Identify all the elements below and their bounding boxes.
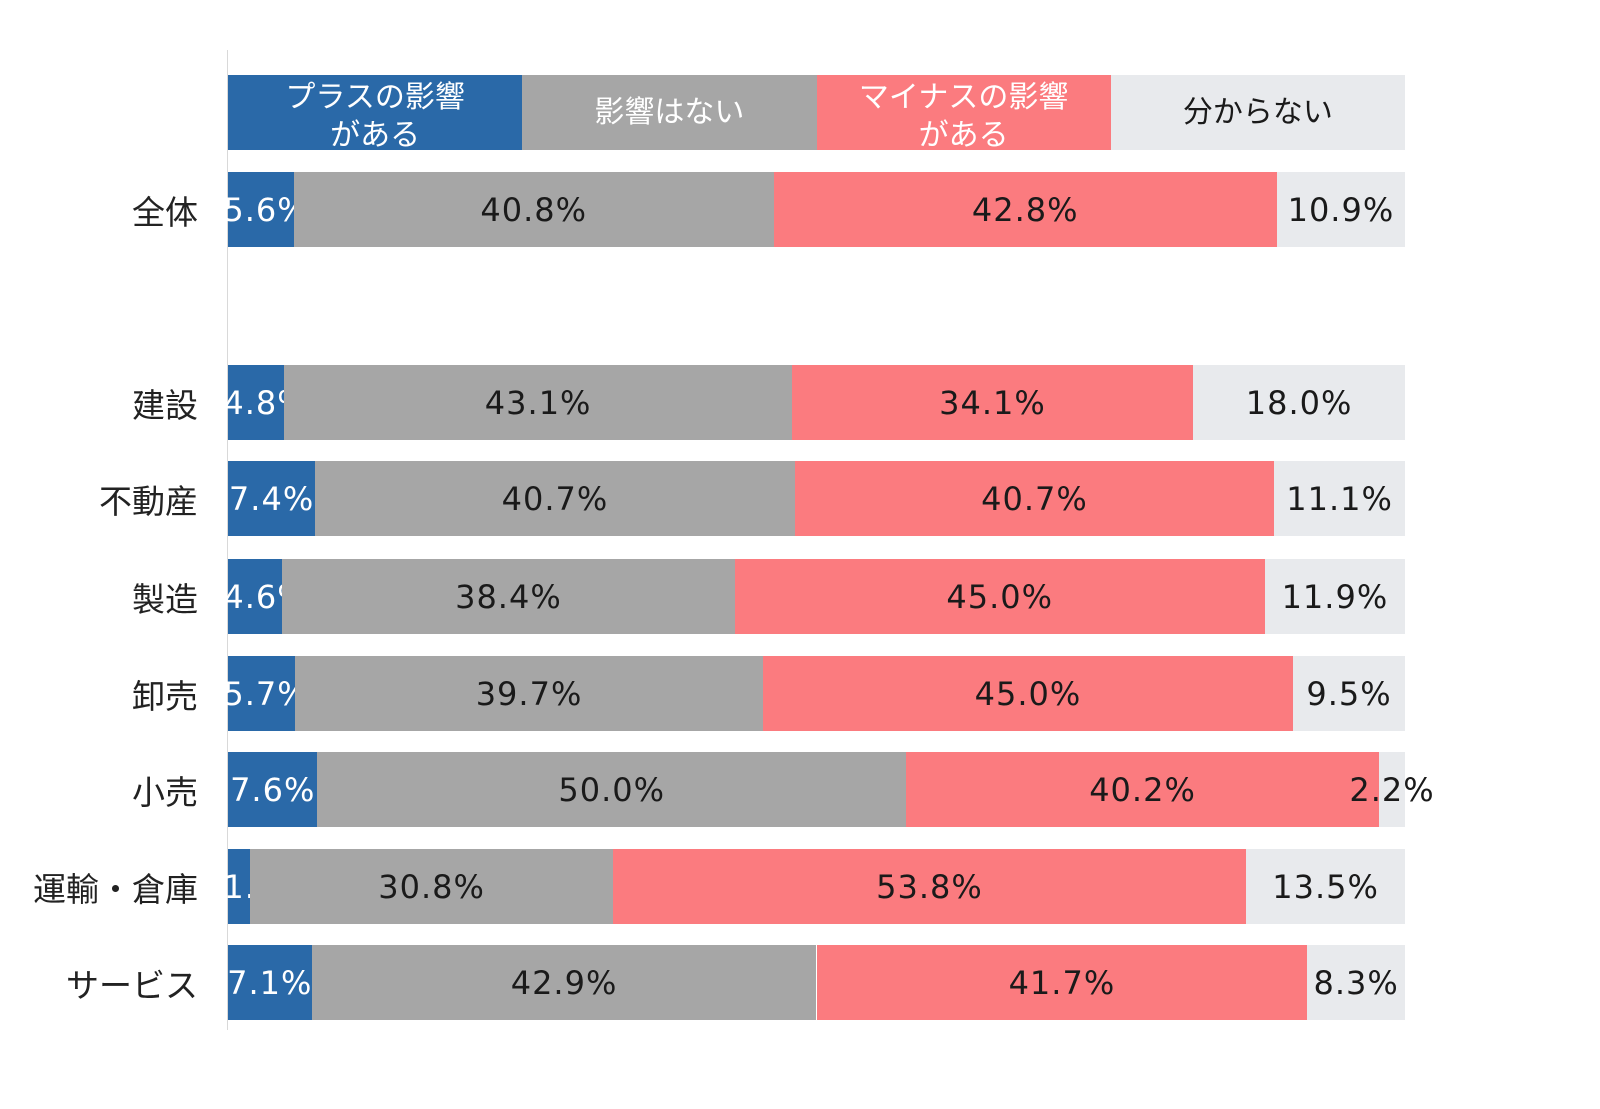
bar-segment	[228, 849, 251, 924]
legend-label-2: マイナスの影響 がある	[859, 79, 1068, 155]
data-label: 5.7%	[223, 674, 309, 713]
data-label: 5.6%	[223, 190, 309, 229]
bar-segment	[791, 365, 1194, 440]
data-label: 45.0%	[974, 674, 1082, 713]
bar-segment	[317, 752, 906, 827]
legend-label-line1: プラスの影響	[285, 79, 465, 115]
bar-segment	[228, 945, 312, 1020]
legend-label-line2: がある	[918, 117, 1009, 153]
bar-segment	[1379, 752, 1405, 827]
bar-segment	[1293, 656, 1405, 731]
bar-segment	[228, 172, 294, 247]
bar-segment	[228, 461, 316, 536]
data-label: 7.6%	[230, 770, 316, 809]
bar-segment	[1193, 365, 1405, 440]
data-label: 40.8%	[480, 190, 588, 229]
data-label: 41.7%	[1008, 963, 1116, 1002]
legend-label-line2: がある	[330, 117, 421, 153]
category-label: 運輸・倉庫	[33, 869, 198, 909]
bar-segment	[773, 172, 1277, 247]
category-label: サービス	[66, 965, 198, 1005]
bar-segment	[228, 656, 296, 731]
bar-segment	[905, 752, 1380, 827]
bar-segment	[816, 945, 1308, 1020]
legend-swatch-3	[1110, 75, 1405, 150]
bar-segment	[228, 365, 285, 440]
data-label: 34.1%	[939, 383, 1046, 422]
data-label: 42.8%	[971, 190, 1079, 229]
bar-segment	[315, 461, 795, 536]
data-label: 9.5%	[1306, 674, 1392, 713]
category-label: 全体	[132, 192, 198, 232]
data-label: 39.7%	[475, 674, 583, 713]
data-label: 11.9%	[1281, 577, 1389, 616]
bar-segment	[1276, 172, 1405, 247]
data-label: 40.7%	[501, 479, 609, 518]
data-label: 11.1%	[1286, 479, 1393, 518]
bar-segment	[794, 461, 1275, 536]
data-label: 18.0%	[1245, 383, 1353, 422]
bar-segment	[284, 365, 792, 440]
legend-swatch-0	[228, 75, 523, 150]
data-label: 53.8%	[876, 867, 983, 906]
bar-segment	[612, 849, 1247, 924]
data-label: 8.3%	[1313, 963, 1399, 1002]
data-label: 7.1%	[227, 963, 313, 1002]
legend-label-0: プラスの影響 がある	[285, 79, 464, 155]
data-label: 30.8%	[378, 867, 485, 906]
category-label: 小売	[132, 772, 198, 812]
data-label: 38.4%	[455, 577, 562, 616]
data-label: 10.9%	[1287, 190, 1395, 229]
category-label: 不動産	[99, 481, 198, 521]
data-label: 40.2%	[1089, 770, 1196, 809]
bar-segment	[293, 172, 774, 247]
bar-segment	[762, 656, 1294, 731]
data-label: 13.5%	[1272, 867, 1379, 906]
data-label: 42.9%	[510, 963, 618, 1002]
data-label: 45.0%	[946, 577, 1054, 616]
bar-segment	[311, 945, 817, 1020]
legend-label-3: 分からない	[1183, 94, 1333, 132]
bar-segment	[1307, 945, 1405, 1020]
legend-label-line1: 影響はない	[594, 94, 745, 130]
category-label: 卸売	[132, 676, 198, 716]
legend-label-1: 影響はない	[594, 94, 744, 132]
legend-label-line1: 分からない	[1182, 94, 1333, 130]
bar-segment	[295, 656, 763, 731]
bar-segment	[1274, 461, 1405, 536]
bar-segment	[282, 559, 735, 634]
category-label: 建設	[132, 385, 198, 425]
bar-segment	[734, 559, 1265, 634]
category-label: 製造	[132, 579, 198, 619]
data-label: 2.2%	[1349, 770, 1435, 809]
data-label: 43.1%	[484, 383, 592, 422]
bar-segment	[1264, 559, 1405, 634]
bar-segment	[228, 559, 283, 634]
legend-swatch-2	[816, 75, 1111, 150]
data-label: 40.7%	[981, 479, 1088, 518]
category-axis-line	[227, 50, 228, 1030]
bar-segment	[250, 849, 613, 924]
legend-label-line1: マイナスの影響	[858, 79, 1069, 115]
legend-swatch-1	[522, 75, 817, 150]
data-label: 50.0%	[558, 770, 666, 809]
data-label: 7.4%	[228, 479, 315, 518]
bar-segment	[228, 752, 318, 827]
bar-segment	[1246, 849, 1405, 924]
